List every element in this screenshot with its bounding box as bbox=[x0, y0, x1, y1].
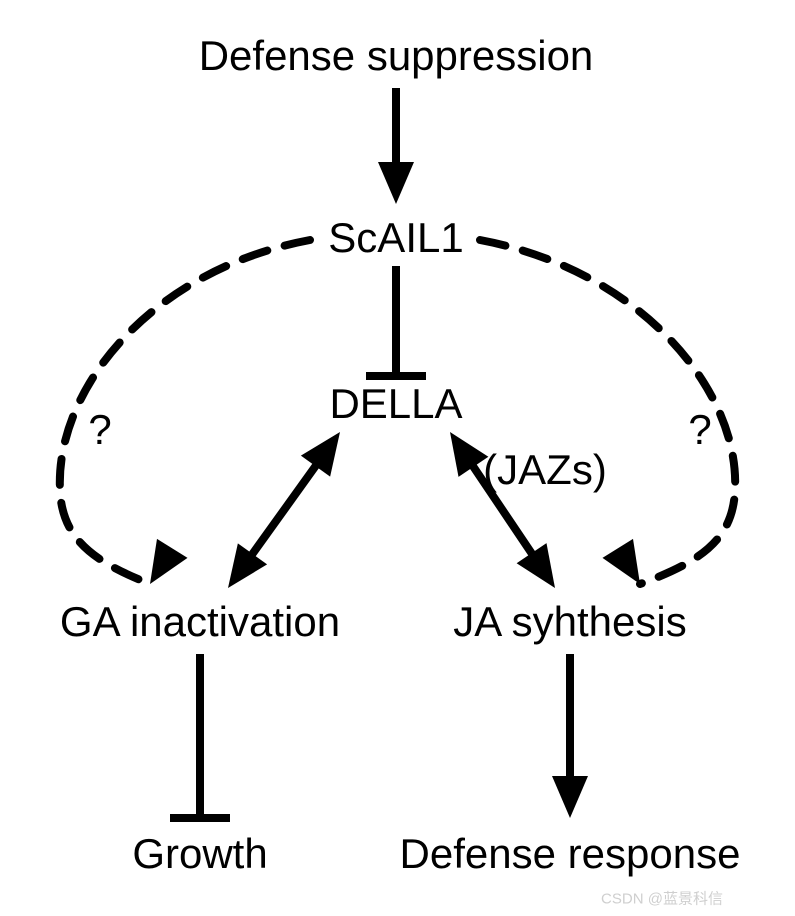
node-ja-synthesis: JA syhthesis bbox=[453, 599, 686, 645]
node-defense-response: Defense response bbox=[400, 831, 741, 877]
node-ga-inactivation: GA inactivation bbox=[60, 599, 340, 645]
diagram-stage: Defense suppression ScAIL1 DELLA (JAZs) … bbox=[0, 0, 795, 916]
node-jazs: (JAZs) bbox=[483, 447, 607, 493]
node-scail1: ScAIL1 bbox=[328, 215, 463, 261]
node-della: DELLA bbox=[329, 381, 462, 427]
node-defense-suppression: Defense suppression bbox=[199, 33, 594, 79]
node-growth: Growth bbox=[132, 831, 267, 877]
node-question-left: ? bbox=[88, 407, 111, 453]
node-question-right: ? bbox=[688, 407, 711, 453]
edges-layer bbox=[0, 0, 795, 916]
watermark: CSDN @蓝景科信 bbox=[601, 888, 723, 909]
